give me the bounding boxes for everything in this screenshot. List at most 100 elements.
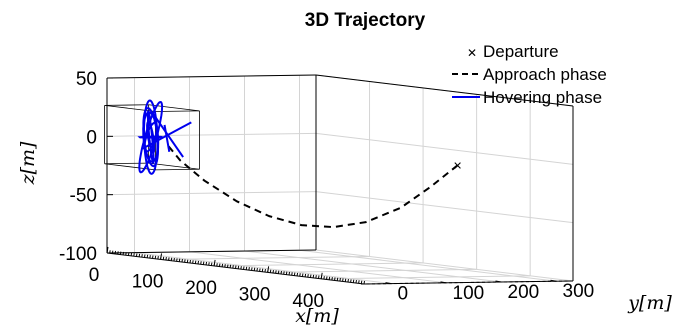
grid-line-x	[267, 268, 477, 273]
grid-line-y	[189, 251, 447, 284]
x-minor-tick	[296, 272, 299, 277]
axes-edge	[315, 74, 574, 107]
x-minor-tick	[111, 250, 114, 254]
x-minor-tick	[173, 257, 175, 262]
x-minor-tick	[237, 265, 240, 269]
x-minor-tick	[178, 258, 181, 262]
x-minor-tick	[106, 249, 108, 254]
x-minor-tick	[350, 279, 352, 283]
tick-marks	[106, 77, 573, 285]
grid-line-z	[315, 249, 574, 282]
x-minor-tick	[146, 254, 149, 258]
z-tick-label: 50	[76, 69, 97, 90]
x-minor-tick	[240, 266, 242, 270]
z-tick-label: -50	[70, 186, 97, 207]
x-minor-tick	[320, 275, 323, 279]
x-minor-tick	[162, 256, 165, 260]
x-minor-tick	[301, 273, 304, 277]
x-minor-tick	[135, 253, 138, 257]
data-series: ✕	[137, 99, 462, 229]
x-minor-tick	[291, 272, 293, 276]
z-tick-label: -100	[59, 244, 97, 265]
hover-box-edge	[148, 162, 200, 170]
x-minor-tick	[218, 263, 221, 267]
x-tick-label: 0	[89, 265, 100, 286]
x-tick-label: 200	[185, 278, 217, 299]
x-minor-tick	[213, 262, 216, 266]
x-minor-tick	[109, 250, 111, 254]
x-minor-tick	[352, 279, 355, 283]
legend-item-departure: ✕ Departure	[467, 42, 559, 61]
x-minor-tick	[149, 255, 151, 259]
x-minor-tick	[208, 262, 210, 266]
x-minor-tick	[168, 257, 170, 261]
x-minor-tick	[336, 277, 339, 281]
x-minor-tick	[347, 278, 349, 283]
hovering-phase-line	[137, 135, 163, 139]
hover-box-edge	[104, 162, 149, 165]
x-minor-tick	[114, 250, 117, 255]
legend-label-approach: Approach phase	[483, 65, 607, 84]
x-tick-label: 100	[132, 271, 164, 292]
x-minor-tick	[221, 263, 224, 267]
x-minor-tick	[251, 267, 253, 271]
x-minor-tick	[226, 264, 229, 268]
x-minor-tick	[317, 275, 320, 279]
x-minor-tick	[261, 268, 264, 272]
x-minor-tick	[229, 264, 232, 268]
x-minor-tick	[267, 269, 269, 273]
x-minor-tick	[331, 277, 333, 281]
hovering-phase-line	[152, 113, 184, 158]
x-minor-tick	[160, 256, 162, 260]
grid-line-y	[134, 252, 392, 285]
grid-line-y	[244, 250, 502, 283]
hover-box-edge	[155, 168, 200, 171]
x-minor-tick	[283, 271, 285, 275]
x-minor-tick	[235, 265, 237, 269]
x-minor-tick	[264, 268, 266, 273]
x-minor-tick	[285, 271, 288, 275]
x-minor-tick	[202, 261, 205, 265]
svg-text:z[m]: z[m]	[17, 141, 39, 185]
x-minor-tick	[210, 262, 213, 266]
x-minor-tick	[157, 256, 159, 260]
x-minor-tick	[328, 276, 331, 280]
tick-labels: 0 100 200 300 400 0 100 200 300 50 0 -50 -100	[59, 69, 594, 312]
x-minor-tick	[309, 274, 312, 278]
x-minor-tick	[117, 251, 119, 255]
y-tick-label: 100	[453, 283, 485, 304]
z-tick-label: 0	[86, 127, 97, 148]
x-minor-tick	[245, 266, 248, 270]
grid-line-z	[106, 191, 317, 196]
hover-box-edge	[104, 104, 156, 112]
x-minor-tick	[243, 266, 245, 270]
x-minor-tick	[275, 270, 277, 274]
legend-label-hovering: Hovering phase	[483, 88, 602, 107]
x-minor-tick	[293, 272, 296, 276]
x-minor-tick	[143, 254, 146, 258]
legend-item-approach: Approach phase	[452, 65, 607, 84]
x-minor-tick	[363, 280, 365, 285]
hover-box-edge	[104, 104, 149, 106]
legend-label-departure: Departure	[483, 42, 559, 61]
grid-line-x	[214, 262, 424, 267]
x-minor-tick	[184, 259, 186, 263]
x-minor-tick	[170, 257, 173, 261]
x-minor-tick	[194, 260, 197, 264]
x-minor-tick	[259, 268, 261, 272]
x-minor-tick	[344, 278, 347, 282]
x-minor-tick	[122, 251, 125, 256]
x-minor-tick	[165, 257, 167, 261]
x-minor-tick	[334, 277, 336, 281]
hovering-phase-line	[146, 120, 156, 154]
y-tick-label: 200	[508, 282, 540, 303]
grid-line-x	[321, 275, 531, 280]
y-tick-label: 0	[398, 284, 409, 305]
approach-phase-line	[166, 143, 459, 229]
x-minor-tick	[253, 267, 256, 271]
departure-marker: ✕	[453, 159, 462, 172]
x-minor-tick	[304, 273, 307, 277]
x-minor-tick	[312, 274, 315, 278]
x-minor-tick	[315, 275, 317, 279]
